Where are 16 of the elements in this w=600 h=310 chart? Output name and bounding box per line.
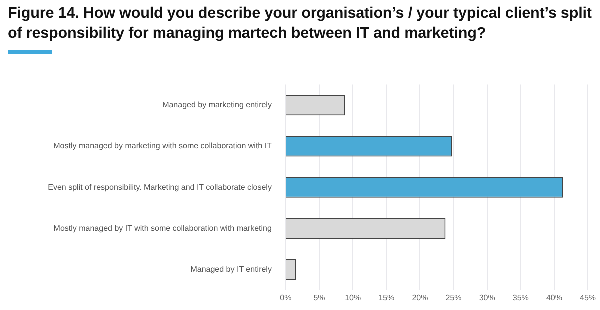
x-tick-label: 20% — [412, 293, 428, 302]
y-tick-label: Mostly managed by IT with some collaboration with marketing — [54, 224, 272, 233]
x-tick-label: 10% — [345, 293, 362, 302]
y-tick-label: Even split of responsibility. Marketing and IT collaborate closely — [48, 182, 272, 192]
y-tick-label: Managed by marketing entirely — [162, 100, 272, 110]
x-tick-label: 45% — [580, 293, 596, 302]
x-tick-label: 0% — [280, 293, 292, 302]
x-tick-label: 5% — [314, 293, 326, 302]
chart-title: Figure 14. How would you describe your organisation’s / your typical client’s split of responsibility for managing martech between IT and marketing? — [8, 4, 593, 44]
x-tick-label: 25% — [446, 293, 462, 302]
y-tick-label: Mostly managed by marketing with some collaboration with IT — [54, 142, 272, 151]
x-tick-label: 35% — [512, 293, 529, 302]
x-tick-label: 40% — [546, 293, 562, 302]
y-tick-label: Managed by IT entirely — [190, 265, 272, 274]
x-tick-label: 30% — [479, 293, 496, 302]
x-tick-label: 15% — [378, 293, 395, 302]
